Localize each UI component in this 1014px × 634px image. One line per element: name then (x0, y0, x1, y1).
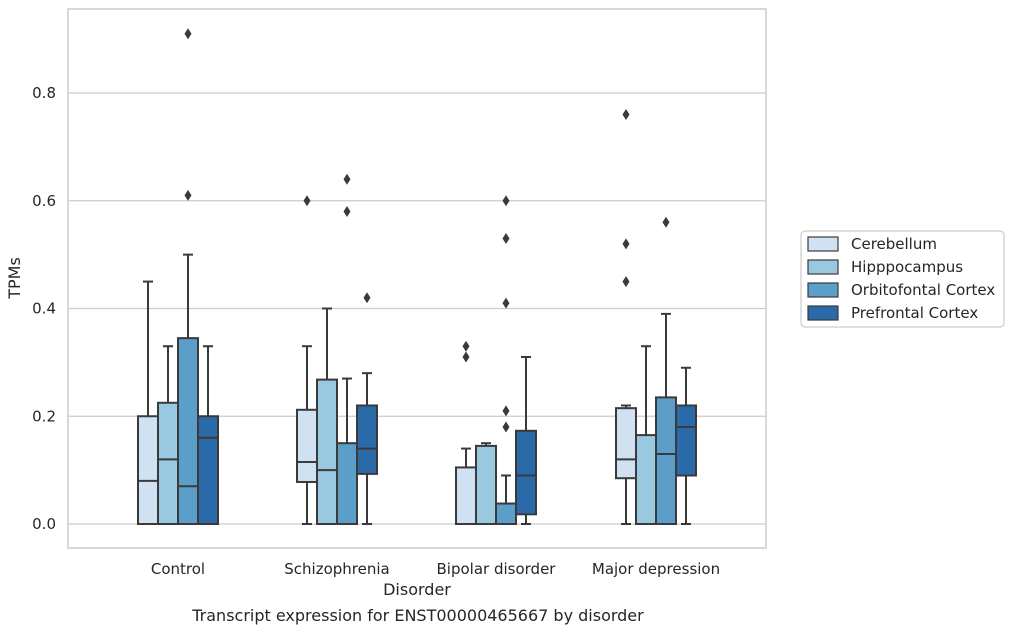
outlier-point (343, 173, 351, 185)
box-1-1 (316, 307, 338, 525)
box-2-1 (336, 173, 358, 525)
box-0-2 (455, 340, 477, 525)
iqr-box (296, 408, 318, 483)
y-tick-label: 0.0 (32, 515, 56, 533)
outlier-point (363, 292, 371, 304)
outlier-point (462, 351, 470, 363)
outlier-point (502, 405, 510, 417)
y-tick-label: 0.6 (32, 192, 56, 210)
box-1-3 (635, 345, 657, 526)
iqr-box (655, 396, 677, 525)
y-tick-label: 0.8 (32, 84, 56, 102)
x-tick-label: Control (151, 560, 205, 578)
box-2-3 (655, 216, 677, 525)
plot-area (137, 28, 697, 526)
y-tick-label: 0.2 (32, 407, 56, 425)
x-tick-label: Schizophrenia (284, 560, 389, 578)
box-2-2 (495, 195, 517, 525)
legend: Cerebellum Hipppocampus Orbitofontal Corte… (800, 230, 1005, 328)
iqr-box (495, 502, 517, 525)
box-0-1 (296, 195, 318, 525)
figure-caption: Transcript expression for ENST0000046566… (192, 606, 644, 625)
box-0-3 (615, 109, 637, 525)
iqr-box (615, 407, 637, 480)
iqr-box (675, 404, 697, 477)
legend-label: Prefrontal Cortex (851, 304, 978, 322)
x-tick-label: Major depression (592, 560, 720, 578)
outlier-point (622, 276, 630, 288)
outlier-point (502, 232, 510, 244)
outlier-point (502, 195, 510, 207)
box-2-0 (177, 28, 199, 525)
outlier-point (462, 340, 470, 352)
x-axis-ticks: Control Schizophrenia Bipolar disorder Majo… (151, 560, 720, 578)
legend-swatch (807, 305, 839, 321)
box-3-0 (197, 345, 219, 525)
y-tick-label: 0.4 (32, 300, 56, 318)
legend-frame (800, 230, 1005, 328)
box-3-2 (515, 355, 537, 525)
iqr-box (197, 415, 219, 525)
legend-label: Orbitofontal Cortex (851, 281, 995, 299)
iqr-box (177, 337, 199, 525)
iqr-box (635, 434, 657, 526)
outlier-point (502, 297, 510, 309)
x-tick-label: Bipolar disorder (437, 560, 557, 578)
x-axis-label: Disorder (383, 580, 451, 599)
iqr-box (356, 404, 378, 475)
outlier-point (184, 28, 192, 40)
box-1-2 (475, 442, 497, 526)
outlier-point (622, 238, 630, 250)
outlier-point (502, 421, 510, 433)
box-3-1 (356, 292, 378, 525)
box-0-0 (137, 280, 159, 525)
y-axis-label: TPMs (5, 257, 24, 300)
box-3-3 (675, 366, 697, 525)
iqr-box (336, 442, 358, 525)
outlier-point (343, 206, 351, 218)
box-1-0 (157, 345, 179, 525)
iqr-box (157, 401, 179, 525)
iqr-box (515, 429, 537, 516)
outlier-point (184, 189, 192, 201)
legend-swatch (807, 282, 839, 298)
outlier-point (303, 195, 311, 207)
iqr-box (137, 415, 159, 525)
y-axis-ticks: 0.0 0.2 0.4 0.6 0.8 (32, 84, 56, 533)
legend-label: Hipppocampus (851, 258, 963, 276)
outlier-point (622, 109, 630, 121)
legend-swatch (807, 236, 839, 252)
outlier-point (662, 216, 670, 228)
legend-label: Cerebellum (851, 235, 937, 253)
iqr-box (475, 444, 497, 526)
iqr-box (316, 378, 338, 525)
legend-swatch (807, 259, 839, 275)
iqr-box (455, 466, 477, 525)
axes-frame (67, 8, 767, 549)
